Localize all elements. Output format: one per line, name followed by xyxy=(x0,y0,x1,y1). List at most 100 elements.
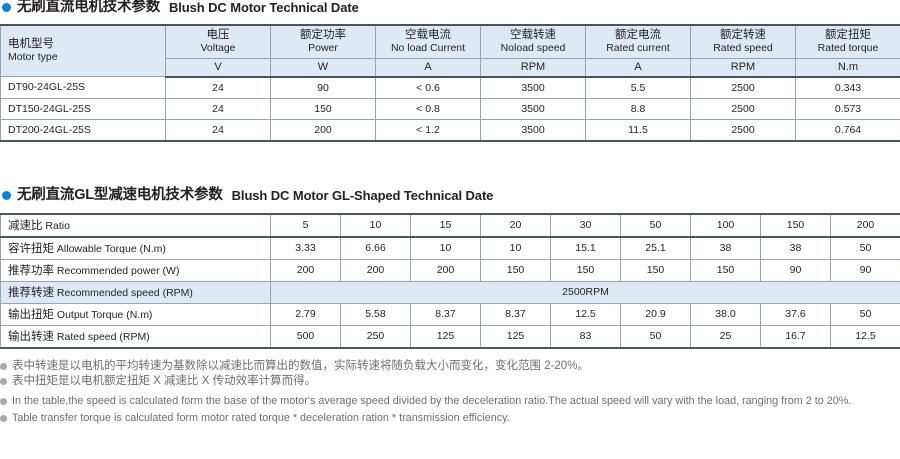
table-row: 输出扭矩 Output Torque (N.m) 2.79 5.58 8.37 … xyxy=(0,302,900,326)
table-row: 容许扭矩 Allowable Torque (N.m) 3.33 6.66 10… xyxy=(0,236,900,260)
header-cn: 空载电流 xyxy=(405,29,451,41)
row-label-allowable-torque: 容许扭矩 Allowable Torque (N.m) xyxy=(0,236,271,260)
cell-value: 6.66 xyxy=(340,236,411,260)
table-row: DT90-24GL-25S 24 90 < 0.6 3500 5.5 2500 … xyxy=(0,76,900,99)
table-row: 减速比 Ratio 5 10 15 20 30 50 100 150 200 xyxy=(0,212,900,238)
header-en: Rated torque xyxy=(817,42,879,55)
header-cn: 额定扭矩 xyxy=(825,29,871,41)
header-cell-motor-type: 电机型号 Motor type xyxy=(0,23,166,77)
header-en: No load Current xyxy=(390,42,466,55)
table-row: 推荐功率 Recommended power (W) 200 200 200 1… xyxy=(0,258,900,282)
unit-cell-no-load-current: A xyxy=(375,58,481,78)
label-cn: 推荐功率 xyxy=(8,265,54,277)
gl-spec-table: 减速比 Ratio 5 10 15 20 30 50 100 150 200 容… xyxy=(0,212,900,349)
cell-value: 38 xyxy=(690,236,761,260)
section-title-motor-en: Blush DC Motor Technical Date xyxy=(169,0,359,15)
table-row: 推荐转速 Recommended speed (RPM) 2500RPM xyxy=(0,280,900,304)
footnote-item: In the table,the speed is calculated for… xyxy=(0,395,900,407)
cell-value: 100 xyxy=(690,212,761,238)
row-label-ratio: 减速比 Ratio xyxy=(0,212,271,238)
cell-no-load-current: < 0.8 xyxy=(375,97,481,120)
unit-cell-rated-torque: N.m xyxy=(795,58,900,78)
table-row: DT150-24GL-25S 24 150 < 0.8 3500 8.8 250… xyxy=(0,97,900,120)
label-cn: 输出扭矩 xyxy=(8,309,54,321)
label-en: Ratio xyxy=(45,220,70,232)
cell-value: 25 xyxy=(690,324,761,349)
cell-value: 150 xyxy=(550,258,621,282)
header-en: Rated current xyxy=(606,42,670,55)
cell-value: 125 xyxy=(480,324,551,349)
cell-value: 500 xyxy=(270,324,341,349)
cell-value: 10 xyxy=(410,236,481,260)
cell-power: 90 xyxy=(270,76,376,99)
footnote-text: In the table,the speed is calculated for… xyxy=(12,395,852,408)
cell-rated-torque: 0.573 xyxy=(795,97,900,120)
cell-power: 200 xyxy=(270,118,376,142)
header-cn: 电压 xyxy=(206,29,230,41)
gl-section: 无刷直流GL型减速电机技术参数 Blush DC Motor GL-Shaped… xyxy=(0,188,900,349)
label-cn: 输出转速 xyxy=(8,331,54,343)
row-label-recommended-power: 推荐功率 Recommended power (W) xyxy=(0,258,271,282)
cell-value: 15.1 xyxy=(550,236,621,260)
unit-cell-rated-speed: RPM xyxy=(690,58,796,78)
cell-value: 50 xyxy=(620,324,691,349)
label-cn: 减速比 xyxy=(8,220,43,232)
cell-value: 50 xyxy=(620,212,691,238)
header-cell-rated-torque: 额定扭矩 Rated torque xyxy=(795,23,900,59)
cell-value: 20 xyxy=(480,212,551,238)
header-cn: 额定功率 xyxy=(300,29,346,41)
label-cn: 推荐转速 xyxy=(8,287,54,299)
header-cn: 空载转速 xyxy=(510,29,556,41)
unit-cell-noload-speed: RPM xyxy=(480,58,586,78)
section-title-gl-cn: 无刷直流GL型减速电机技术参数 xyxy=(17,187,223,203)
header-cell-power: 额定功率 Power xyxy=(270,23,376,59)
cell-no-load-current: < 1.2 xyxy=(375,118,481,142)
cell-motor-type: DT90-24GL-25S xyxy=(0,76,166,99)
cell-rated-speed: 2500 xyxy=(690,76,796,99)
motor-table-unit-row: V W A RPM A RPM N.m xyxy=(0,58,900,78)
cell-no-load-current: < 0.6 xyxy=(375,76,481,99)
cell-rated-torque: 0.764 xyxy=(795,118,900,142)
cell-motor-type: DT200-24GL-25S xyxy=(0,118,166,142)
label-en: Rated speed (RPM) xyxy=(56,331,150,343)
cell-value: 150 xyxy=(620,258,691,282)
cell-value: 50 xyxy=(830,236,900,260)
cell-value: 16.7 xyxy=(760,324,831,349)
row-label-output-torque: 输出扭矩 Output Torque (N.m) xyxy=(0,302,271,326)
unit-cell-voltage: V xyxy=(165,58,271,78)
cell-value: 150 xyxy=(760,212,831,238)
table-row: DT200-24GL-25S 24 200 < 1.2 3500 11.5 25… xyxy=(0,118,900,142)
header-cell-voltage: 电压 Voltage xyxy=(165,23,271,59)
section-title-motor-cn: 无刷直流电机技术参数 xyxy=(17,0,160,15)
section-title-gl: 无刷直流GL型减速电机技术参数 Blush DC Motor GL-Shaped… xyxy=(0,188,900,203)
header-cell-no-load-current: 空载电流 No load Current xyxy=(375,23,481,59)
motor-spec-table: 电机型号 Motor type 电压 Voltage 额定功率 Power 空载… xyxy=(0,23,900,142)
cell-value: 90 xyxy=(830,258,900,282)
cell-merged-recommended-speed: 2500RPM xyxy=(270,280,900,304)
cell-motor-type: DT150-24GL-25S xyxy=(0,97,166,120)
label-cn: 容许扭矩 xyxy=(8,243,54,255)
cell-value: 2.79 xyxy=(270,302,341,326)
cell-value: 200 xyxy=(340,258,411,282)
header-cn: 额定电流 xyxy=(615,29,661,41)
section-title-motor: 无刷直流电机技术参数 Blush DC Motor Technical Date xyxy=(0,0,900,15)
cell-value: 8.37 xyxy=(480,302,551,326)
cell-value: 150 xyxy=(690,258,761,282)
footnotes: 表中转速是以电机的平均转速为基数除以减速比而算出的数值，实际转速将随负载大小而变… xyxy=(0,360,900,428)
gray-bullet-icon xyxy=(0,378,7,386)
cell-voltage: 24 xyxy=(165,97,271,120)
section-title-gl-en: Blush DC Motor GL-Shaped Technical Date xyxy=(231,187,494,203)
cell-value: 8.37 xyxy=(410,302,481,326)
blue-bullet-icon xyxy=(2,190,11,200)
cell-value: 10 xyxy=(480,236,551,260)
cell-value: 30 xyxy=(550,212,621,238)
cell-voltage: 24 xyxy=(165,76,271,99)
header-cn: 电机型号 xyxy=(8,38,54,50)
header-cell-noload-speed: 空载转速 Noload speed xyxy=(480,23,586,59)
cell-value: 50 xyxy=(830,302,900,326)
cell-power: 150 xyxy=(270,97,376,120)
cell-value: 15 xyxy=(410,212,481,238)
cell-value: 10 xyxy=(340,212,411,238)
unit-cell-rated-current: A xyxy=(585,58,691,78)
label-en: Output Torque (N.m) xyxy=(56,309,153,321)
